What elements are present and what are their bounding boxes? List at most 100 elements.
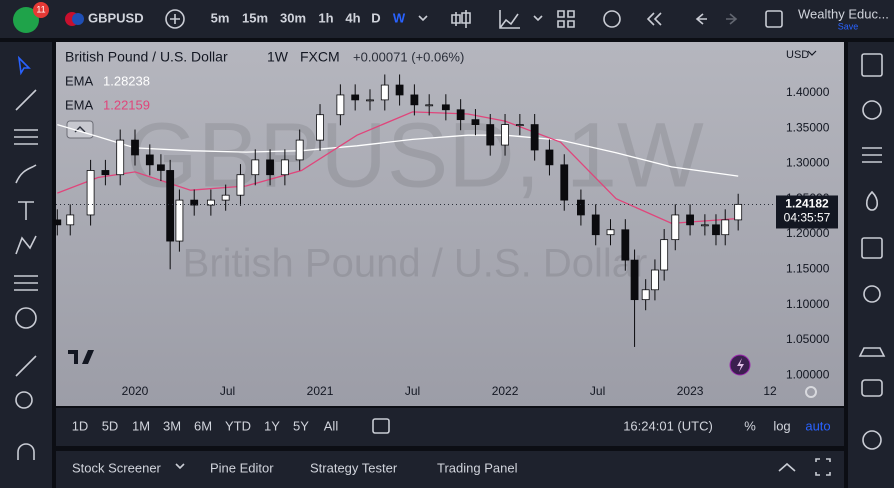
trendline-tool[interactable]: [15, 89, 37, 111]
range-button[interactable]: YTD: [225, 418, 251, 433]
range-button[interactable]: 1D: [72, 418, 89, 433]
undo-icon[interactable]: [695, 13, 707, 25]
interval-button[interactable]: 15m: [242, 10, 268, 25]
streams-icon[interactable]: [858, 347, 886, 357]
screener-dropdown[interactable]: [175, 463, 185, 470]
range-button[interactable]: 5Y: [293, 418, 309, 433]
candle-body: [395, 84, 404, 96]
fullscreen-icon[interactable]: [765, 10, 783, 28]
fib-tool[interactable]: [14, 129, 38, 145]
date-range-icon[interactable]: [372, 418, 390, 434]
panel-tab[interactable]: Pine Editor: [210, 460, 274, 475]
zoom-tool[interactable]: [15, 391, 33, 409]
candle-body: [236, 174, 245, 196]
candle-body: [630, 259, 639, 301]
interval-button[interactable]: 30m: [280, 10, 306, 25]
chart-area: [56, 42, 844, 406]
interval-button[interactable]: D: [371, 10, 380, 25]
alert-icon[interactable]: [603, 10, 621, 28]
avatar[interactable]: [13, 7, 39, 33]
alerts-icon[interactable]: [862, 100, 882, 120]
notification-badge: [33, 2, 49, 18]
range-button[interactable]: 1Y: [264, 418, 280, 433]
currency[interactable]: USD: [786, 49, 809, 61]
add-symbol-icon[interactable]: [165, 9, 185, 29]
percent-toggle[interactable]: %: [744, 418, 756, 433]
x-tick-label: Jul: [590, 384, 605, 398]
auto-toggle[interactable]: auto: [805, 418, 830, 433]
candle-body: [577, 199, 585, 216]
candle-body: [145, 154, 154, 166]
replay-icon[interactable]: [646, 12, 662, 26]
log-toggle[interactable]: log: [773, 418, 790, 433]
x-tick-label: 2023: [677, 384, 704, 398]
redo-icon[interactable]: [726, 13, 738, 25]
range-button[interactable]: 3M: [163, 418, 181, 433]
x-tick-label: 12: [763, 384, 777, 398]
candle-body: [380, 84, 389, 101]
panel-tab[interactable]: Trading Panel: [437, 460, 518, 475]
ema-line: [57, 123, 739, 177]
currency-dropdown[interactable]: [807, 50, 817, 56]
y-tick-label: 1.15000: [786, 261, 830, 275]
clock: 16:24:01 (UTC): [623, 418, 713, 433]
hotlists-icon[interactable]: [865, 190, 879, 211]
data-window-icon[interactable]: [862, 147, 882, 163]
pattern-tool[interactable]: [15, 235, 37, 255]
top-toolbar: [0, 0, 894, 38]
tv-logo: [68, 350, 94, 364]
watermark-name: British Pound / U.S. Dollar: [183, 242, 648, 286]
range-button[interactable]: All: [324, 418, 339, 433]
calendar-icon[interactable]: [861, 237, 883, 259]
y-tick-label: 1.05000: [786, 332, 830, 346]
range-button[interactable]: 5D: [102, 418, 119, 433]
x-tick-label: 2020: [122, 384, 149, 398]
watermark-symbol: GBPUSD, 1W: [126, 104, 704, 206]
cursor-tool[interactable]: [17, 55, 31, 76]
magnet-tool[interactable]: [17, 443, 35, 460]
interval-dropdown[interactable]: [418, 15, 428, 22]
candle-body: [641, 289, 650, 301]
collapse-legend[interactable]: [66, 120, 94, 139]
candle-type-icon[interactable]: [451, 10, 471, 28]
y-tick-label: 1.10000: [786, 297, 830, 311]
candle-body: [700, 224, 709, 227]
text-tool[interactable]: [18, 201, 34, 220]
candle-body: [621, 229, 630, 261]
symbol[interactable]: GBPUSD: [88, 10, 144, 25]
range-button[interactable]: 6M: [194, 418, 212, 433]
interval-button[interactable]: 4h: [345, 10, 360, 25]
x-tick-label: 2022: [492, 384, 519, 398]
maximize-panel[interactable]: [815, 458, 831, 476]
candle-body: [66, 214, 75, 226]
x-tick-label: 2021: [307, 384, 334, 398]
interval-button[interactable]: W: [393, 10, 406, 25]
bar-countdown: 04:35:57: [784, 211, 831, 225]
last-price-box: [776, 195, 838, 229]
panel-tab[interactable]: Strategy Tester: [310, 460, 398, 475]
range-button[interactable]: 1M: [132, 418, 150, 433]
indicators-dropdown[interactable]: [533, 15, 543, 22]
indicators-icon[interactable]: [499, 10, 520, 29]
layout-icon[interactable]: [557, 10, 575, 28]
help-icon[interactable]: [862, 430, 882, 450]
ruler-tool[interactable]: [15, 355, 37, 377]
expand-panel[interactable]: [778, 462, 796, 472]
panel-tab[interactable]: Stock Screener: [72, 460, 162, 475]
y-tick-label: 1.40000: [786, 85, 830, 99]
candle-body: [712, 224, 720, 236]
icon-tool[interactable]: [15, 307, 37, 329]
chats-icon[interactable]: [861, 379, 883, 397]
panel-bar: [56, 451, 844, 488]
prediction-tool[interactable]: [14, 275, 38, 291]
account-name[interactable]: Wealthy Educ...: [798, 6, 889, 21]
candle-body: [101, 170, 110, 176]
ema-name: EMA: [65, 97, 94, 112]
ideas-icon[interactable]: [863, 285, 881, 303]
brush-tool[interactable]: [15, 164, 37, 184]
watchlist-icon[interactable]: [861, 53, 883, 77]
interval-button[interactable]: 5m: [211, 10, 230, 25]
interval-button[interactable]: 1h: [318, 10, 333, 25]
settings-icon[interactable]: [805, 386, 817, 398]
candle-body: [206, 199, 215, 206]
